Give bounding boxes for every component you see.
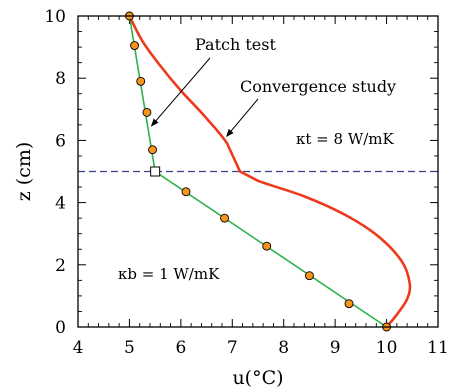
plot-frame [77, 15, 439, 328]
x-tick-label: 10 [376, 338, 398, 358]
kappa-top-label: κt = 8 W/mK [296, 130, 395, 148]
patch-test-point [262, 241, 272, 251]
convergence-curve [128, 15, 412, 328]
x-tick-label: 7 [227, 338, 238, 358]
y-tick-label: 0 [55, 318, 66, 338]
interface-marker [150, 166, 161, 177]
arrow-convergence-study [226, 98, 259, 138]
x-tick-label: 5 [124, 338, 135, 358]
patch-test-point [136, 76, 146, 86]
x-tick-label: 8 [278, 338, 289, 358]
y-tick-label: 8 [55, 69, 66, 89]
x-tick-label: 6 [175, 338, 186, 358]
annotation-layer: Patch test Convergence study [150, 35, 396, 138]
axis-ticks: 4 5 6 7 8 9 10 11 0 2 4 6 8 10 [44, 7, 448, 358]
kappa-bottom-label: κb = 1 W/mK [118, 265, 220, 283]
annotation-convergence-study: Convergence study [240, 77, 396, 96]
label-layer: κt = 8 W/mK κb = 1 W/mK u(°C) z (cm) [13, 130, 395, 389]
patch-test-point [220, 213, 230, 223]
patch-test-point [304, 271, 314, 281]
patch-test-point [344, 299, 354, 309]
x-tick-label: 11 [427, 338, 449, 358]
y-tick-label: 2 [55, 256, 66, 276]
y-tick-label: 6 [55, 131, 66, 151]
y-tick-label: 10 [44, 7, 66, 27]
y-axis-label: z (cm) [13, 142, 35, 202]
patch-test-point [142, 107, 152, 117]
x-axis-label: u(°C) [232, 367, 283, 389]
patch-test-point [181, 187, 191, 197]
x-tick-label: 9 [330, 338, 341, 358]
y-tick-label: 4 [55, 194, 66, 214]
annotation-patch-test: Patch test [195, 35, 276, 54]
patch-test-point [130, 41, 140, 50]
patch-test-point [148, 145, 158, 155]
x-tick-label: 4 [73, 338, 84, 358]
arrow-patch-test [150, 57, 211, 127]
